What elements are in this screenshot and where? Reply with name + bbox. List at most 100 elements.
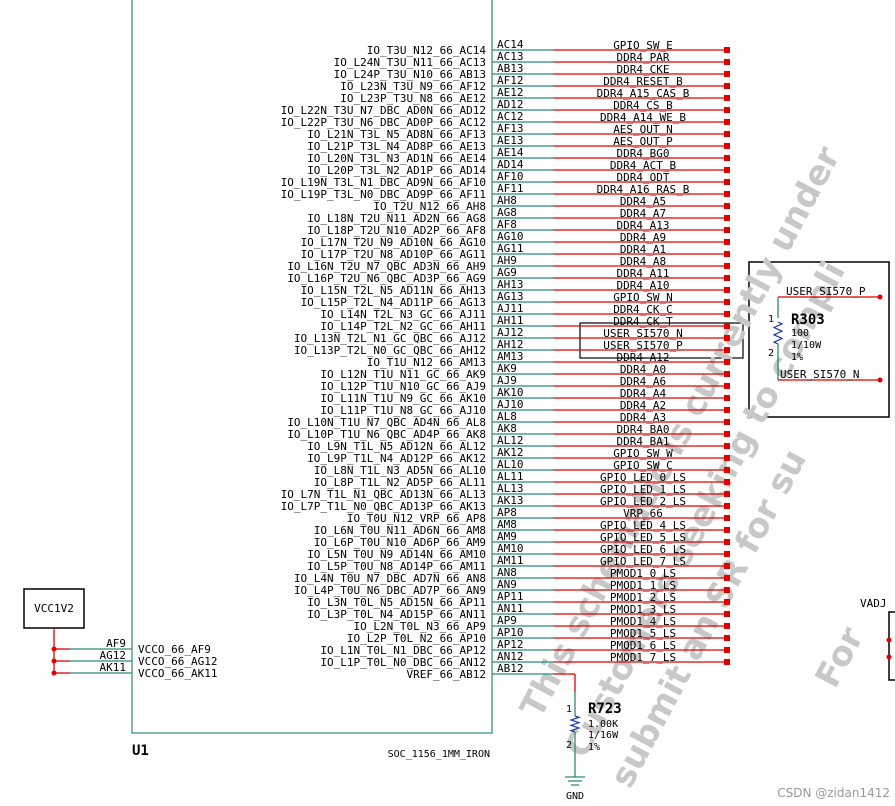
ball-name: AF13 xyxy=(497,122,524,135)
ball-name: AG8 xyxy=(497,206,517,219)
pin-name: IO_L8P_T1L_N2_AD5P_66_AL11 xyxy=(314,476,486,489)
pin-name: IO_L23P_T3U_N8_66_AE12 xyxy=(340,92,486,105)
net-name: DDR4_A3 xyxy=(620,411,666,424)
net-end xyxy=(724,347,730,353)
ball-name: AB13 xyxy=(497,62,524,75)
net-name: VRP_66 xyxy=(623,507,663,520)
ball-name: AJ9 xyxy=(497,374,517,387)
ball-name: AG13 xyxy=(497,290,524,303)
r-power: 1/10W xyxy=(791,340,822,351)
pin-name: IO_L12N_T1U_N11_GC_66_AK9 xyxy=(320,368,486,381)
ball-name: AP11 xyxy=(497,590,524,603)
pin-name: IO_L22N_T3U_N7_DBC_AD0N_66_AD12 xyxy=(281,104,486,117)
ball-name: AL10 xyxy=(497,458,524,471)
net-name: DDR4_A7 xyxy=(620,207,666,220)
pin-name: IO_L15P_T2L_N4_AD11P_66_AG13 xyxy=(301,296,486,309)
pin-name: IO_L16P_T2U_N6_QBC_AD3P_66_AG9 xyxy=(287,272,486,285)
net-end xyxy=(724,395,730,401)
ball-name: AJ12 xyxy=(497,326,524,339)
net-end xyxy=(724,371,730,377)
ball-name: AM9 xyxy=(497,530,517,543)
ball-name: AL8 xyxy=(497,410,517,423)
net-end xyxy=(724,563,730,569)
net-name: DDR4_A5 xyxy=(620,195,666,208)
ball-name: AN12 xyxy=(497,650,524,663)
ball-name: AE12 xyxy=(497,86,524,99)
ball-name: AF12 xyxy=(497,74,524,87)
u1-body xyxy=(131,0,493,734)
net-end xyxy=(724,227,730,233)
junction xyxy=(51,646,57,652)
net-name: PMOD1_0_LS xyxy=(610,567,676,580)
net-end xyxy=(724,299,730,305)
pin-name: IO_L2N_T0L_N3_66_AP9 xyxy=(354,620,486,633)
net-name: DDR4_CK_C xyxy=(613,303,673,316)
ball-name: AF8 xyxy=(497,218,517,231)
net-name: DDR4_PAR xyxy=(617,51,670,64)
r-value: 1.00K xyxy=(588,719,618,730)
ball-name: AD12 xyxy=(497,98,524,111)
net-end xyxy=(724,611,730,617)
pin-name: IO_L21N_T3L_N5_AD8N_66_AF13 xyxy=(307,128,486,141)
net-end xyxy=(724,131,730,137)
r-tol: 1% xyxy=(791,352,803,363)
ball-name: AJ11 xyxy=(497,302,524,315)
net-name: GPIO_LED_1_LS xyxy=(600,483,686,496)
net-name: GPIO_SW_E xyxy=(613,39,673,52)
net-name: DDR4_A13 xyxy=(617,219,670,232)
net-end xyxy=(724,251,730,257)
highlight-box xyxy=(579,322,744,359)
net-end xyxy=(724,263,730,269)
pin-name: IO_L6N_T0U_N11_AD6N_66_AM8 xyxy=(314,524,486,537)
pin-name: IO_L13N_T2L_N1_GC_QBC_66_AJ12 xyxy=(294,332,486,345)
part-value: SOC_1156_1MM_IRON xyxy=(388,749,490,760)
junction xyxy=(877,377,883,383)
net-name: DDR4_A14_WE_B xyxy=(600,111,686,124)
pin-name: IO_L9P_T1L_N4_AD12P_66_AK12 xyxy=(307,452,486,465)
pin-name: IO_T2U_N12_66_AH8 xyxy=(373,200,486,213)
power-net: VCC1V2 xyxy=(34,602,74,615)
pin-name: IO_L4P_T0U_N6_DBC_AD7P_66_AN9 xyxy=(294,584,486,597)
part-ref: U1 xyxy=(132,743,149,759)
net-end xyxy=(724,539,730,545)
r303-box xyxy=(748,261,890,418)
net-end xyxy=(724,491,730,497)
pin-name: IO_L17P_T2U_N8_AD10P_66_AG11 xyxy=(301,248,486,261)
net-name: PMOD1_7_LS xyxy=(610,651,676,664)
pin-name: IO_L19P_T3L_N0_DBC_AD9P_66_AF11 xyxy=(281,188,486,201)
ball-name: AN9 xyxy=(497,578,517,591)
net-end xyxy=(724,275,730,281)
r-ref: R723 xyxy=(588,701,622,717)
net-name: USER_SI570_P xyxy=(603,339,683,352)
net-name: DDR4_A11 xyxy=(617,267,670,280)
ball-name: AG10 xyxy=(497,230,524,243)
junction xyxy=(886,654,892,660)
net-end xyxy=(724,47,730,53)
net-name: GPIO_SW_W xyxy=(613,447,673,460)
ball-name: AK10 xyxy=(497,386,524,399)
pin-name: IO_L1P_T0L_N0_DBC_66_AN12 xyxy=(320,656,486,669)
pin-name: IO_L16N_T2U_N7_QBC_AD3N_66_AH9 xyxy=(287,260,486,273)
ball-name: AE13 xyxy=(497,134,524,147)
net-name: DDR4_A12 xyxy=(617,351,670,364)
pin-name: VCCO_66_AK11 xyxy=(138,667,217,680)
pin-name: IO_L24N_T3U_N11_66_AC13 xyxy=(334,56,486,69)
pin-name: IO_L20N_T3L_N3_AD1N_66_AE14 xyxy=(307,152,486,165)
net-end xyxy=(724,659,730,665)
ball-name: AP9 xyxy=(497,614,517,627)
ball-name: AM13 xyxy=(497,350,524,363)
net-name: PMOD1_5_LS xyxy=(610,627,676,640)
net-name: DDR4_A15_CAS_B xyxy=(597,87,690,100)
pin-name: IO_L5P_T0U_N8_AD14P_66_AM11 xyxy=(307,560,486,573)
r-tol: 1% xyxy=(588,742,600,753)
net-end xyxy=(724,455,730,461)
net-name: GPIO_LED_0_LS xyxy=(600,471,686,484)
pin-name: IO_T1U_N12_66_AM13 xyxy=(367,356,486,369)
ball-name: AG9 xyxy=(497,266,517,279)
ball-name: AE14 xyxy=(497,146,524,159)
net-end xyxy=(724,119,730,125)
net-name: DDR4_A6 xyxy=(620,375,666,388)
net-end xyxy=(724,443,730,449)
ball-name: AP10 xyxy=(497,626,524,639)
